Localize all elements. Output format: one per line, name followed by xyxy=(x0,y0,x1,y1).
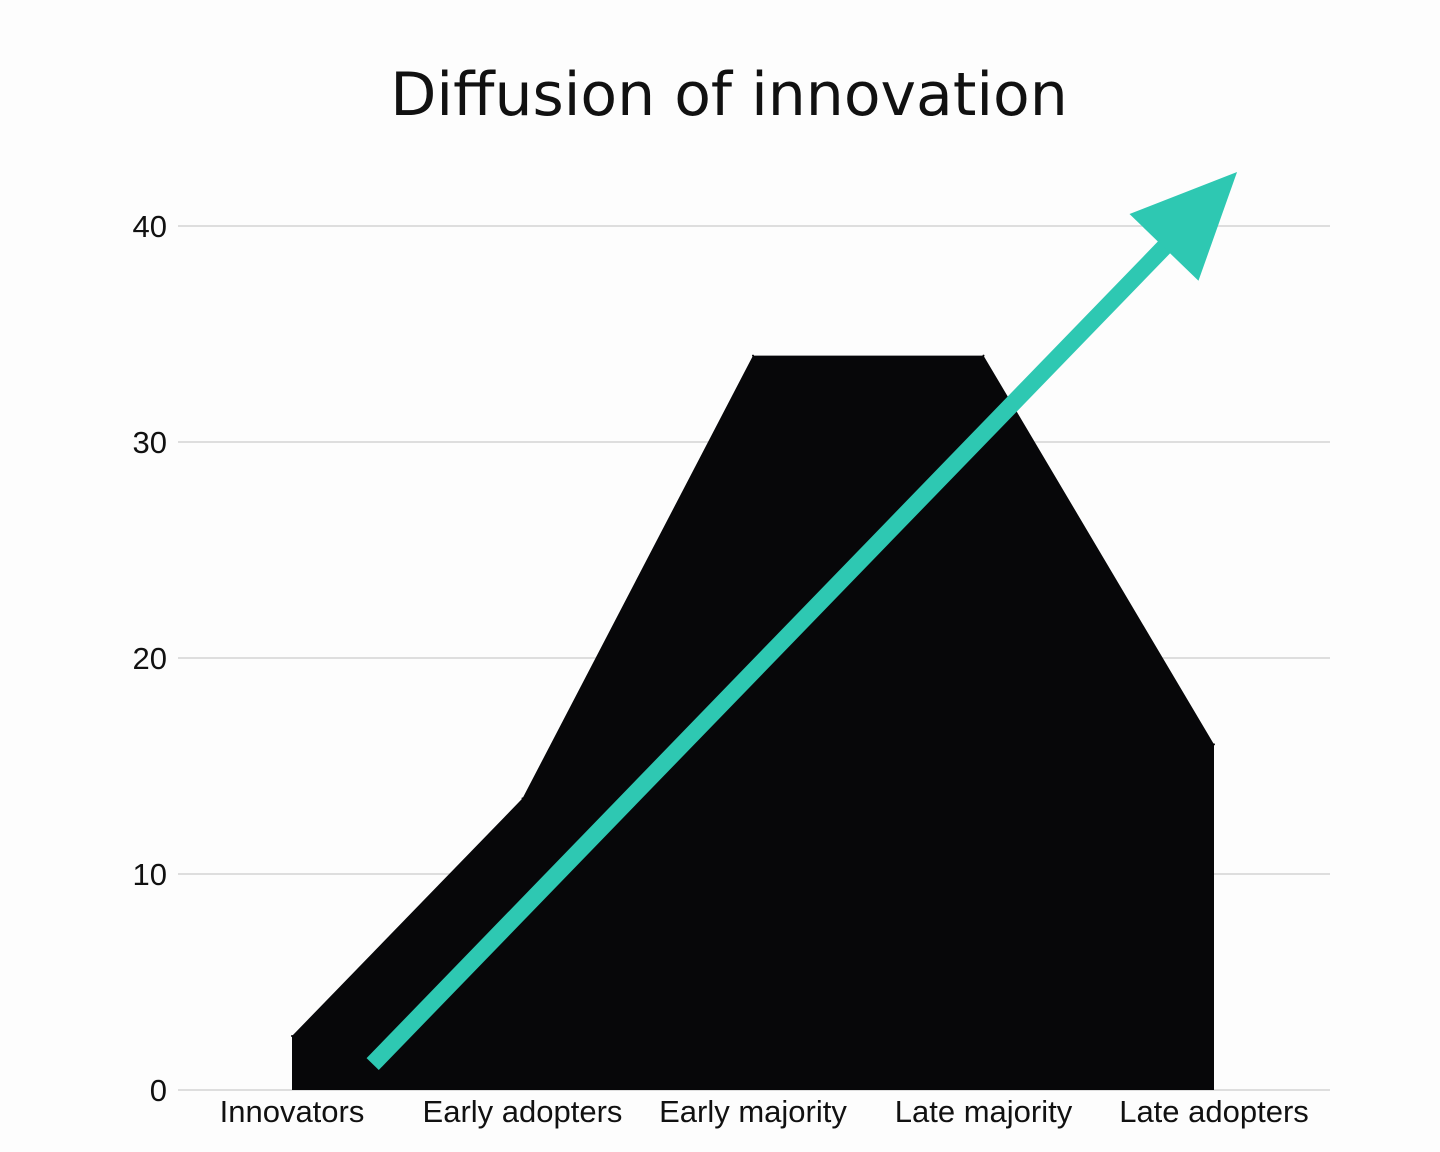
area-point xyxy=(982,354,985,357)
x-tick-label: Innovators xyxy=(220,1094,365,1129)
x-tick-label: Late adopters xyxy=(1119,1094,1309,1129)
y-tick-label: 40 xyxy=(133,209,167,244)
x-tick-label: Early adopters xyxy=(423,1094,623,1129)
y-tick-label: 0 xyxy=(150,1073,167,1108)
y-tick-label: 10 xyxy=(133,857,167,892)
y-tick-label: 30 xyxy=(133,425,167,460)
area-series xyxy=(292,355,1214,1091)
arrow-shaft xyxy=(366,234,1178,1070)
area-point xyxy=(521,797,524,800)
area-point xyxy=(1213,743,1215,746)
area-point xyxy=(291,1035,293,1037)
arrow-head xyxy=(1129,172,1238,281)
chart-title: Diffusion of innovation xyxy=(390,60,1068,130)
y-tick-label: 20 xyxy=(133,641,167,676)
x-tick-label: Late majority xyxy=(895,1094,1073,1129)
area-point xyxy=(752,354,754,357)
x-tick-label: Early majority xyxy=(659,1094,847,1129)
